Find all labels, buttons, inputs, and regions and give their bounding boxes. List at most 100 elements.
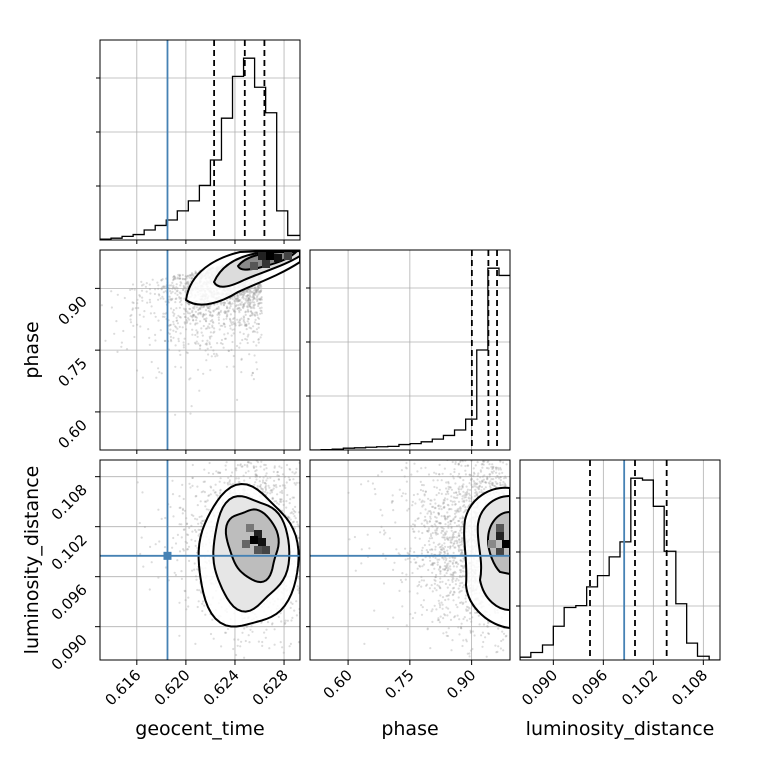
scatter-point: [205, 317, 208, 320]
scatter-point: [305, 500, 307, 502]
scatter-point: [289, 498, 292, 501]
hist-bar: [631, 478, 643, 660]
scatter-point: [242, 295, 245, 299]
scatter-point: [246, 299, 250, 302]
scatter-point: [192, 313, 195, 316]
scatter-point: [440, 531, 443, 535]
scatter-point: [217, 318, 220, 321]
scatter-point: [52, 326, 54, 328]
scatter-point: [219, 324, 222, 327]
scatter-point: [279, 641, 282, 644]
scatter-point: [183, 277, 187, 281]
scatter-point: [195, 316, 198, 319]
scatter-point: [170, 340, 173, 343]
scatter-point: [217, 471, 220, 474]
scatter-point: [252, 325, 255, 328]
scatter-point: [335, 547, 337, 549]
scatter-point: [471, 486, 474, 489]
scatter-point: [187, 605, 190, 608]
scatter-point: [239, 442, 241, 444]
scatter-point: [209, 311, 212, 314]
scatter-point: [227, 309, 230, 312]
scatter-point: [259, 312, 262, 315]
scatter-point: [207, 353, 210, 356]
scatter-point: [285, 500, 288, 503]
scatter-point: [423, 519, 426, 522]
scatter-point: [301, 572, 303, 574]
scatter-point: [149, 312, 152, 315]
scatter-point: [256, 485, 259, 488]
scatter-point: [224, 468, 227, 471]
scatter-point: [486, 625, 489, 628]
scatter-point: [191, 328, 194, 331]
scatter-point: [256, 457, 258, 459]
scatter-point: [232, 332, 235, 335]
scatter-point: [219, 488, 222, 491]
scatter-point: [182, 548, 185, 551]
scatter-point: [249, 301, 252, 304]
scatter-point: [200, 305, 203, 308]
scatter-point: [462, 511, 465, 514]
scatter-point: [173, 571, 176, 574]
scatter-point: [258, 475, 261, 479]
scatter-point: [261, 672, 263, 674]
scatter-point: [125, 348, 129, 351]
scatter-point: [192, 446, 194, 448]
scatter-point: [244, 297, 248, 300]
scatter-point: [172, 286, 175, 289]
scatter-point: [274, 483, 278, 487]
scatter-point: [211, 314, 214, 317]
scatter-point: [189, 307, 192, 311]
scatter-point: [453, 521, 456, 524]
scatter-point: [200, 331, 203, 334]
scatter-point: [313, 507, 315, 509]
scatter-point: [235, 344, 239, 348]
scatter-point: [162, 291, 165, 294]
scatter-point: [145, 290, 148, 293]
scatter-point: [183, 321, 186, 324]
scatter-point: [251, 298, 254, 301]
scatter-point: [214, 308, 217, 311]
scatter-point: [282, 651, 285, 654]
scatter-point: [318, 611, 320, 613]
scatter-point: [161, 315, 164, 318]
scatter-point: [239, 298, 242, 301]
scatter-point: [469, 629, 472, 632]
scatter-point: [245, 323, 248, 326]
scatter-point: [250, 327, 253, 330]
scatter-point: [205, 500, 208, 503]
scatter-point: [313, 606, 315, 608]
scatter-point: [123, 296, 126, 300]
hist-bar: [620, 542, 631, 660]
scatter-point: [245, 338, 248, 341]
scatter-point: [212, 349, 215, 352]
scatter-point: [295, 600, 298, 603]
density-bin: [254, 546, 262, 554]
scatter-point: [150, 561, 153, 564]
scatter-point: [257, 302, 260, 305]
scatter-point: [437, 511, 440, 515]
scatter-point: [188, 482, 191, 485]
scatter-point: [208, 343, 211, 346]
scatter-point: [153, 292, 156, 296]
scatter-point: [175, 286, 178, 289]
scatter-point: [236, 307, 239, 311]
scatter-point: [243, 451, 245, 453]
scatter-point: [255, 478, 258, 481]
scatter-point: [282, 503, 285, 506]
scatter-point: [260, 289, 263, 292]
scatter-point: [293, 609, 296, 612]
scatter-point: [196, 518, 199, 521]
scatter-point: [235, 300, 238, 303]
scatter-point: [445, 631, 448, 634]
scatter-point: [224, 631, 228, 634]
scatter-point: [285, 506, 288, 509]
hist-bar: [443, 435, 454, 450]
scatter-point: [194, 575, 198, 578]
scatter-point: [243, 291, 247, 294]
scatter-point: [360, 562, 363, 565]
density-bin: [262, 260, 270, 268]
scatter-point: [233, 295, 236, 298]
scatter-point: [236, 318, 239, 321]
scatter-point: [302, 600, 304, 602]
